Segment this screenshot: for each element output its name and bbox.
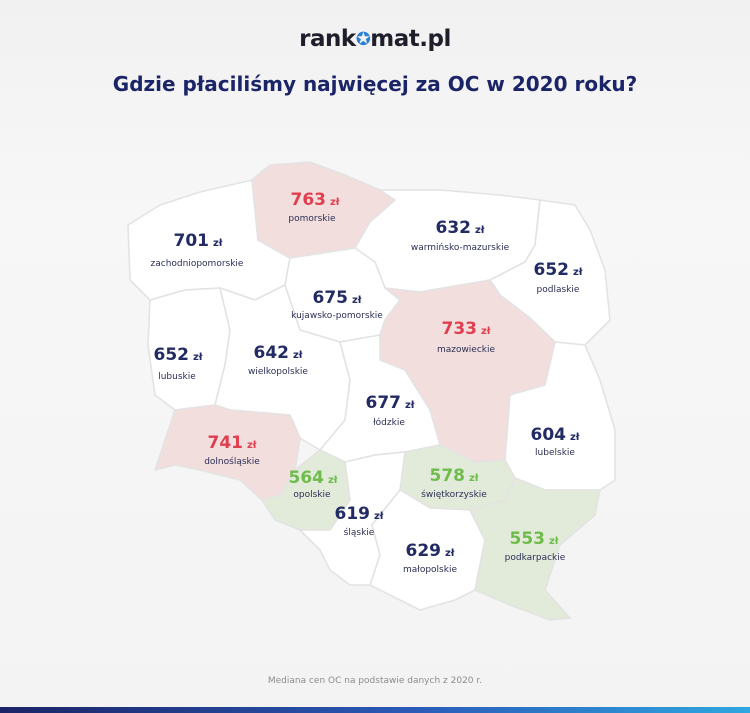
region-name-dolnoslaskie: dolnośląskie	[204, 456, 260, 467]
region-value-unit: zł	[193, 352, 203, 363]
region-value-unit: zł	[475, 225, 485, 236]
region-value-number: 701	[173, 231, 209, 251]
region-name-warminsko-mazurskie: warmińsko-mazurskie	[411, 243, 510, 253]
region-value-number: 578	[429, 466, 465, 486]
region-value-unit: zł	[445, 548, 455, 559]
region-value-pomorskie: 763 zł	[290, 190, 339, 210]
region-value-number: 604	[530, 425, 566, 445]
region-value-kujawsko-pomorskie: 675 zł	[312, 288, 361, 308]
region-value-unit: zł	[549, 536, 559, 547]
region-value-number: 677	[365, 393, 401, 413]
page-title: Gdzie płaciliśmy najwięcej za OC w 2020 …	[112, 72, 638, 96]
region-value-unit: zł	[570, 432, 580, 443]
region-value-number: 632	[435, 218, 471, 238]
region-value-number: 763	[290, 190, 326, 210]
region-value-number: 642	[253, 343, 289, 363]
region-value-podlaskie: 652 zł	[533, 260, 582, 280]
region-value-mazowieckie: 733 zł	[441, 319, 490, 339]
region-value-unit: zł	[573, 267, 583, 278]
region-value-number: 652	[533, 260, 569, 280]
region-name-wielkopolskie: wielkopolskie	[248, 367, 308, 377]
region-value-unit: zł	[405, 400, 415, 411]
region-value-lubuskie: 652 zł	[153, 345, 202, 365]
region-value-number: 675	[312, 288, 348, 308]
region-name-lubuskie: lubuskie	[158, 372, 196, 382]
region-name-kujawsko-pomorskie: kujawsko-pomorskie	[291, 311, 383, 321]
region-value-number: 733	[441, 319, 477, 339]
region-name-lodzkie: łódzkie	[373, 417, 405, 428]
region-value-malopolskie: 629 zł	[405, 541, 454, 561]
region-name-zachodniopomorskie: zachodniopomorskie	[151, 259, 244, 269]
region-value-unit: zł	[293, 350, 303, 361]
region-value-wielkopolskie: 642 zł	[253, 343, 302, 363]
region-value-unit: zł	[352, 295, 362, 306]
region-name-podkarpackie: podkarpackie	[505, 553, 566, 563]
region-value-unit: zł	[328, 475, 338, 486]
region-value-number: 629	[405, 541, 441, 561]
star-icon: ✪	[355, 29, 371, 50]
region-value-unit: zł	[481, 326, 491, 337]
region-name-slaskie: śląskie	[344, 527, 375, 538]
region-value-zachodniopomorskie: 701 zł	[173, 231, 222, 251]
logo-text-right: mat.pl	[370, 26, 451, 52]
region-value-dolnoslaskie: 741 zł	[207, 433, 256, 453]
region-name-podlaskie: podlaskie	[537, 285, 580, 295]
region-name-lubelskie: lubelskie	[535, 448, 575, 458]
region-value-number: 652	[153, 345, 189, 365]
region-value-unit: zł	[247, 440, 257, 451]
region-value-number: 564	[288, 468, 324, 488]
region-value-warminsko-mazurskie: 632 zł	[435, 218, 484, 238]
region-value-podkarpackie: 553 zł	[509, 529, 558, 549]
region-value-number: 619	[334, 504, 370, 524]
region-value-unit: zł	[330, 197, 340, 208]
region-podkarpackie	[469, 477, 601, 621]
region-value-unit: zł	[213, 238, 223, 249]
bottom-accent-bar	[0, 707, 750, 713]
region-value-unit: zł	[374, 511, 384, 522]
logo-text-left: rank	[299, 26, 356, 52]
region-name-pomorskie: pomorskie	[288, 214, 336, 224]
region-value-lodzkie: 677 zł	[365, 393, 414, 413]
region-malopolskie	[369, 489, 486, 611]
region-value-swietokrzyskie: 578 zł	[429, 466, 478, 486]
region-name-opolskie: opolskie	[293, 490, 331, 500]
footer-note: Mediana cen OC na podstawie danych z 202…	[267, 676, 483, 686]
region-value-number: 553	[509, 529, 545, 549]
region-name-malopolskie: małopolskie	[403, 565, 457, 575]
region-value-number: 741	[207, 433, 243, 453]
rankomat-logo: rank✪mat.pl	[0, 26, 750, 52]
region-name-mazowieckie: mazowieckie	[437, 345, 496, 355]
region-value-lubelskie: 604 zł	[530, 425, 579, 445]
region-value-slaskie: 619 zł	[334, 504, 383, 524]
region-value-opolskie: 564 zł	[288, 468, 337, 488]
region-name-swietokrzyskie: świętkorzyskie	[421, 489, 487, 500]
region-value-unit: zł	[469, 473, 479, 484]
